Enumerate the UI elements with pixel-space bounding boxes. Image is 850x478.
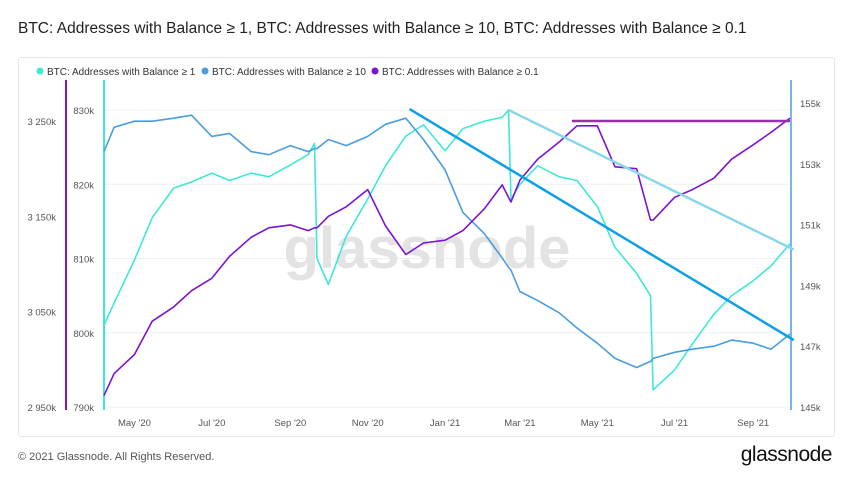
brand-logo: glassnode <box>740 443 833 466</box>
chart-title: BTC: Addresses with Balance ≥ 1, BTC: Ad… <box>18 20 747 37</box>
x-tick-label: Jul '21 <box>661 418 688 429</box>
x-tick-label: May '20 <box>118 418 151 429</box>
right-tick-label: 151k <box>800 221 821 232</box>
series-line <box>103 114 791 369</box>
outer-left-tick-label: 2 950k <box>27 403 56 414</box>
series-line <box>103 109 791 391</box>
annotations <box>408 108 795 342</box>
x-tick-label: Jul '20 <box>198 418 225 429</box>
axes: 2 950k 3 050k 3 150k 3 250k 790k 800k 810k 820k… <box>27 80 821 429</box>
inner-left-tick-label: 810k <box>73 255 94 266</box>
series-line <box>103 117 791 396</box>
inner-left-tick-label: 800k <box>73 329 94 340</box>
grid <box>104 109 790 408</box>
x-tick-label: Jan '21 <box>430 418 460 429</box>
copyright: © 2021 Glassnode. All Rights Reserved. <box>18 451 215 463</box>
outer-left-tick-label: 3 050k <box>27 308 56 319</box>
right-tick-label: 147k <box>800 342 821 353</box>
inner-left-tick-label: 790k <box>73 403 94 414</box>
inner-left-tick-label: 830k <box>73 106 94 117</box>
outer-left-tick-label: 3 250k <box>27 117 56 128</box>
legend-label: BTC: Addresses with Balance ≥ 10 <box>212 67 366 78</box>
chart-frame <box>18 57 835 437</box>
trendline <box>507 108 795 251</box>
x-tick-label: Mar '21 <box>504 418 535 429</box>
outer-left-tick-label: 3 150k <box>27 212 56 223</box>
x-tick-label: Sep '21 <box>737 418 769 429</box>
legend-marker <box>36 67 44 75</box>
right-tick-label: 149k <box>800 281 821 292</box>
legend-label: BTC: Addresses with Balance ≥ 1 <box>47 67 196 78</box>
legend: BTC: Addresses with Balance ≥ 1 BTC: Addr… <box>36 67 539 78</box>
right-tick-label: 155k <box>800 99 821 110</box>
x-tick-label: May '21 <box>581 418 614 429</box>
legend-marker <box>371 67 379 75</box>
legend-marker <box>201 67 209 75</box>
x-tick-label: Nov '20 <box>352 418 384 429</box>
legend-label: BTC: Addresses with Balance ≥ 0.1 <box>382 67 539 78</box>
watermark: glassnode <box>284 216 571 281</box>
trendline <box>408 108 795 342</box>
right-tick-label: 153k <box>800 160 821 171</box>
x-tick-label: Sep '20 <box>274 418 306 429</box>
inner-left-tick-label: 820k <box>73 180 94 191</box>
right-tick-label: 145k <box>800 403 821 414</box>
series <box>103 109 791 396</box>
